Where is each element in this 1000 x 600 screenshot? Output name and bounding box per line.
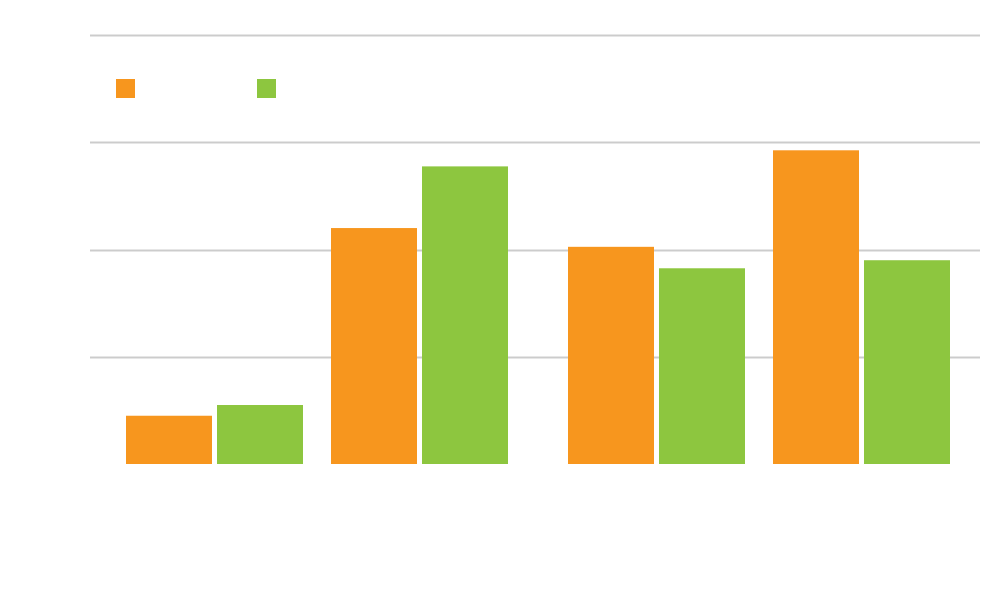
bar-series-2-category-2 [422,166,508,464]
bar-series-1-category-2 [331,228,417,464]
bar-series-1-category-4 [773,150,859,464]
legend-swatch-series-1 [116,79,135,98]
legend [116,79,276,98]
bar-series-2-category-1 [217,405,303,464]
bar-series-1-category-3 [568,246,654,464]
bar-series-2-category-3 [659,268,745,464]
bar-series-1-category-1 [126,415,212,464]
bar-series-2-category-4 [864,260,950,464]
bars [126,150,950,464]
legend-swatch-series-2 [257,79,276,98]
